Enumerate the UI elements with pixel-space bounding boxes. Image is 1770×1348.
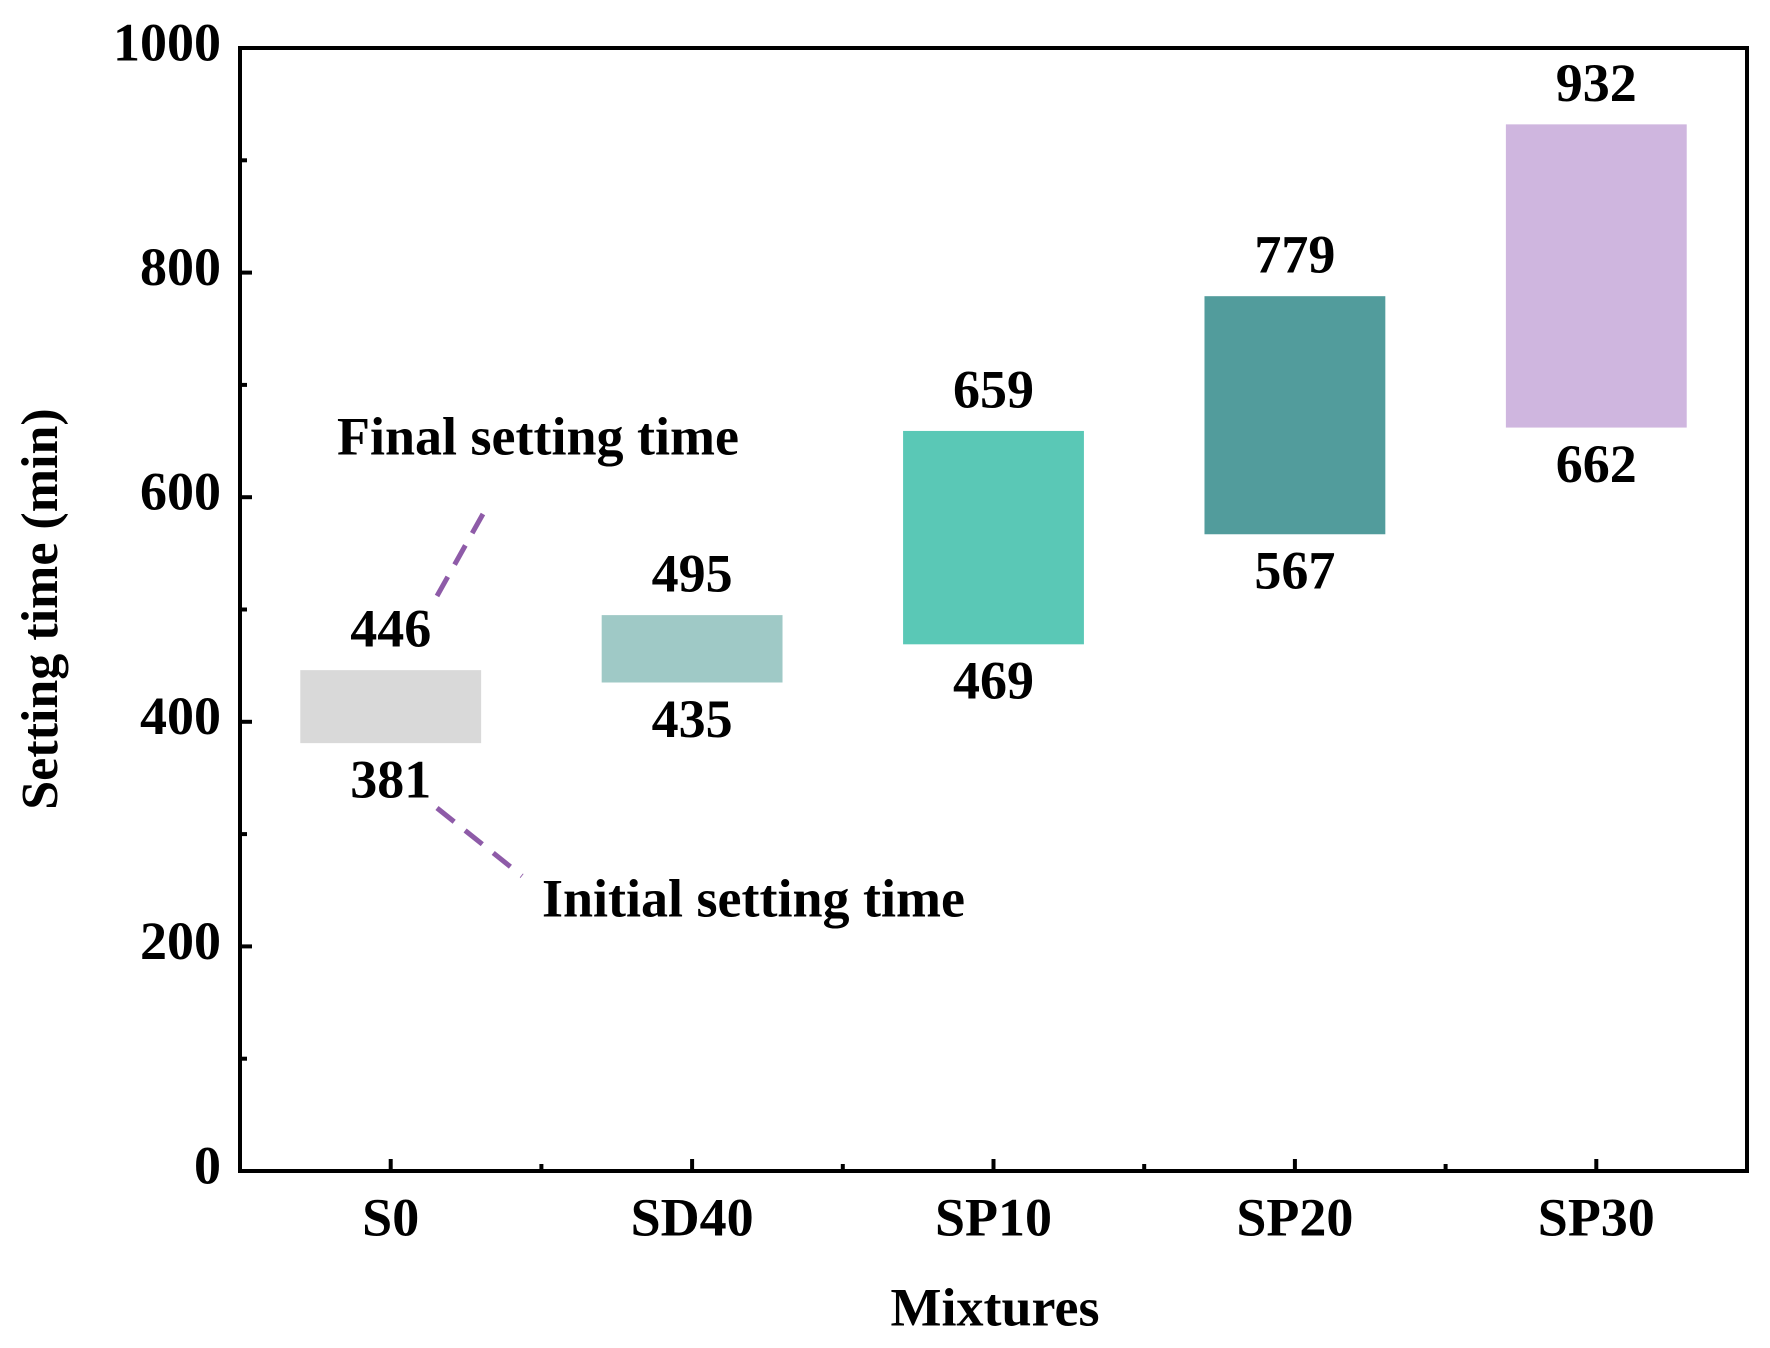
bar bbox=[1505, 124, 1687, 428]
value-label: 659 bbox=[953, 359, 1034, 419]
x-tick-label: SP20 bbox=[1236, 1187, 1353, 1247]
x-axis-title: Mixtures bbox=[891, 1277, 1100, 1337]
plot-frame bbox=[238, 46, 1749, 1173]
x-tick-label: S0 bbox=[362, 1187, 419, 1247]
y-tick-label: 600 bbox=[140, 462, 221, 522]
x-tick-label: SD40 bbox=[631, 1187, 754, 1247]
y-tick-label: 800 bbox=[140, 237, 221, 297]
y-tick-label: 1000 bbox=[113, 12, 221, 72]
bar bbox=[1204, 296, 1386, 535]
annotation-final: Final setting time bbox=[337, 406, 739, 466]
value-label: 381 bbox=[350, 750, 431, 810]
bar bbox=[903, 430, 1084, 645]
x-tick-label: SP10 bbox=[935, 1187, 1052, 1247]
annotation-leader bbox=[434, 503, 491, 598]
y-tick-label: 200 bbox=[140, 911, 221, 971]
value-label: 469 bbox=[953, 651, 1034, 711]
x-tick-label: SP30 bbox=[1538, 1187, 1655, 1247]
value-label: 662 bbox=[1556, 434, 1637, 494]
value-label: 932 bbox=[1556, 53, 1637, 113]
value-label: 495 bbox=[652, 544, 733, 604]
bar bbox=[300, 670, 482, 744]
y-tick-label: 400 bbox=[140, 686, 221, 746]
y-axis-title: Setting time (min) bbox=[12, 408, 69, 809]
annotation-leader bbox=[435, 806, 524, 878]
value-label: 435 bbox=[652, 689, 733, 749]
y-tick-label: 0 bbox=[194, 1135, 221, 1195]
bar bbox=[601, 615, 783, 683]
annotation-initial: Initial setting time bbox=[542, 868, 965, 928]
value-label: 779 bbox=[1254, 225, 1335, 285]
value-label: 446 bbox=[350, 599, 431, 659]
value-label: 567 bbox=[1254, 541, 1335, 601]
